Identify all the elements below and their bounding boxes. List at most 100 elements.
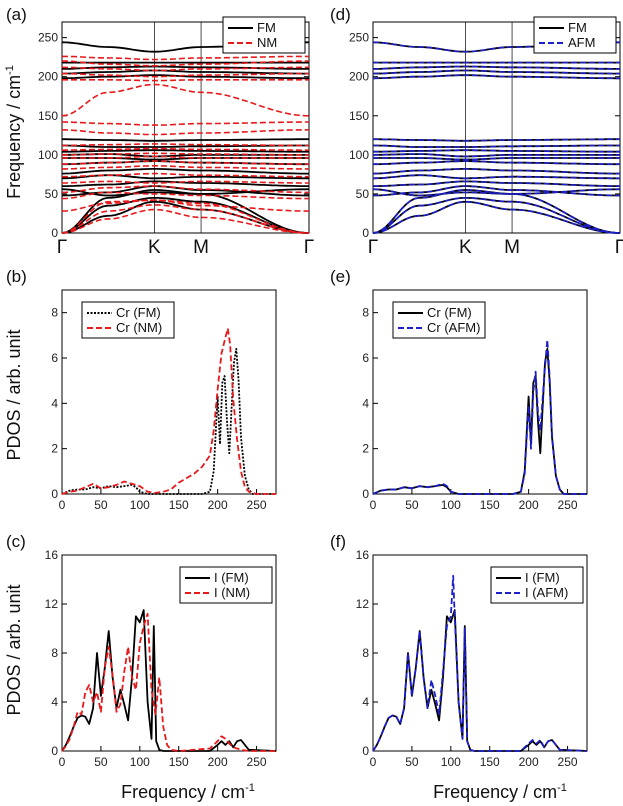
y-tick-label: 100 xyxy=(38,148,58,162)
kpoint-label: K xyxy=(148,237,161,258)
kpoint-label: Γ xyxy=(304,237,314,258)
band-branch-nm xyxy=(62,155,309,159)
pdos-line-ifm xyxy=(61,609,277,752)
x-tick-label: 150 xyxy=(169,755,189,769)
y-tick-label: 6 xyxy=(362,351,369,365)
legend-label: Cr (AFM) xyxy=(427,320,480,335)
legend-label: I (AFM) xyxy=(525,585,568,600)
x-tick-label: 200 xyxy=(208,755,228,769)
band-branch-nm xyxy=(61,147,309,151)
y-tick-label: 8 xyxy=(51,646,58,660)
x-tick-label: 250 xyxy=(247,498,267,512)
y-tick-label: 0 xyxy=(51,487,58,501)
legend-label: I (FM) xyxy=(525,570,560,585)
y-tick-label: 50 xyxy=(45,187,59,201)
band-branch-afm xyxy=(372,168,620,175)
pdos-xlabel-left: Frequency / cm-1 xyxy=(121,782,255,802)
legend-label: I (NM) xyxy=(214,585,250,600)
kpoint-label: K xyxy=(459,237,472,258)
pdos-xlabel-left-text: Frequency / cm xyxy=(121,782,245,802)
band-branch-nm xyxy=(62,79,309,82)
legend-label: I (FM) xyxy=(214,570,249,585)
x-tick-label: 50 xyxy=(405,755,419,769)
band-branch-fm xyxy=(62,149,309,153)
x-tick-label: 100 xyxy=(441,498,461,512)
band-branch-fm xyxy=(62,138,309,142)
band-branch-afm xyxy=(373,144,620,148)
band-branch-nm xyxy=(62,72,309,78)
band-branch-fm xyxy=(62,144,309,148)
panel-label: (b) xyxy=(6,267,27,286)
kpoint-label: Γ xyxy=(57,237,67,258)
y-tick-label: 200 xyxy=(349,70,369,84)
band-branch-afm xyxy=(373,149,620,153)
band-branch-fm xyxy=(61,188,310,197)
band-branch-nm xyxy=(62,143,309,147)
x-tick-label: 250 xyxy=(558,755,578,769)
x-tick-label: 150 xyxy=(480,755,500,769)
band-branch-fm xyxy=(62,180,309,187)
y-tick-label: 8 xyxy=(51,306,58,320)
legend-box xyxy=(392,301,486,339)
y-tick-label: 200 xyxy=(38,70,58,84)
legend-box xyxy=(81,301,175,339)
x-tick-label: 50 xyxy=(94,755,108,769)
x-tick-label: 50 xyxy=(405,498,419,512)
band-ylabel: Frequency / cm-1 xyxy=(4,65,24,199)
y-tick-label: 16 xyxy=(45,548,59,562)
band-branch-fm xyxy=(61,200,310,234)
panel-label: (e) xyxy=(330,267,351,286)
y-tick-label: 50 xyxy=(356,187,370,201)
y-tick-label: 250 xyxy=(38,31,58,45)
pdos-line-crafm xyxy=(372,339,587,495)
y-tick-label: 250 xyxy=(349,31,369,45)
y-tick-label: 4 xyxy=(51,695,58,709)
band-branch-nm xyxy=(62,172,309,178)
band-branch-nm xyxy=(62,160,309,165)
y-tick-label: 4 xyxy=(51,396,58,410)
y-tick-label: 6 xyxy=(51,351,58,365)
y-tick-label: 4 xyxy=(362,695,369,709)
y-tick-label: 2 xyxy=(362,442,369,456)
panel-e: (e) 0 2 4 6 8 0 50 100 150 200 250 Cr (FM)Cr (AFM) xyxy=(330,267,588,512)
x-tick-label: 0 xyxy=(370,755,377,769)
panel-b: (b) 0 2 4 6 8 0 50 100 150 200 250 Cr (FM)Cr (NM) xyxy=(6,267,277,512)
band-branch-afm xyxy=(372,201,621,234)
band-branch-fm xyxy=(372,197,621,234)
kpoint-label: Γ xyxy=(368,237,378,258)
x-tick-label: 150 xyxy=(169,498,189,512)
band-branch-nm xyxy=(62,180,309,184)
x-tick-label: 200 xyxy=(519,498,539,512)
x-tick-label: 0 xyxy=(59,498,66,512)
legend-box xyxy=(533,16,617,54)
legend-label: Cr (FM) xyxy=(427,305,472,320)
y-tick-label: 0 xyxy=(51,226,58,240)
x-tick-label: 200 xyxy=(519,755,539,769)
x-tick-label: 200 xyxy=(208,498,228,512)
y-tick-label: 4 xyxy=(362,396,369,410)
band-branch-nm xyxy=(61,152,310,156)
band-ylabel-text: Frequency / cm xyxy=(4,75,24,199)
legend: Cr (FM)Cr (NM) xyxy=(81,301,175,339)
pdos-xlabel-right-sup: -1 xyxy=(557,782,567,794)
legend: Cr (FM)Cr (AFM) xyxy=(392,301,486,339)
band-branch-afm xyxy=(372,189,621,234)
pdos-xlabel-right: Frequency / cm-1 xyxy=(433,782,567,802)
x-tick-label: 100 xyxy=(441,755,461,769)
panel-label: (f) xyxy=(330,532,346,551)
pdos-xlabel-right-text: Frequency / cm xyxy=(433,782,557,802)
y-tick-label: 2 xyxy=(51,442,58,456)
band-branch-afm xyxy=(373,138,620,142)
x-tick-label: 150 xyxy=(480,498,500,512)
band-branch-afm xyxy=(372,185,620,197)
plot-frame xyxy=(61,289,277,495)
y-tick-label: 0 xyxy=(362,487,369,501)
legend: I (FM)I (NM) xyxy=(179,566,273,604)
y-tick-label: 0 xyxy=(362,226,369,240)
band-branch-afm xyxy=(372,69,620,75)
pdos-xlabel-left-sup: -1 xyxy=(245,782,255,794)
pdos-line-crnm xyxy=(61,327,276,495)
